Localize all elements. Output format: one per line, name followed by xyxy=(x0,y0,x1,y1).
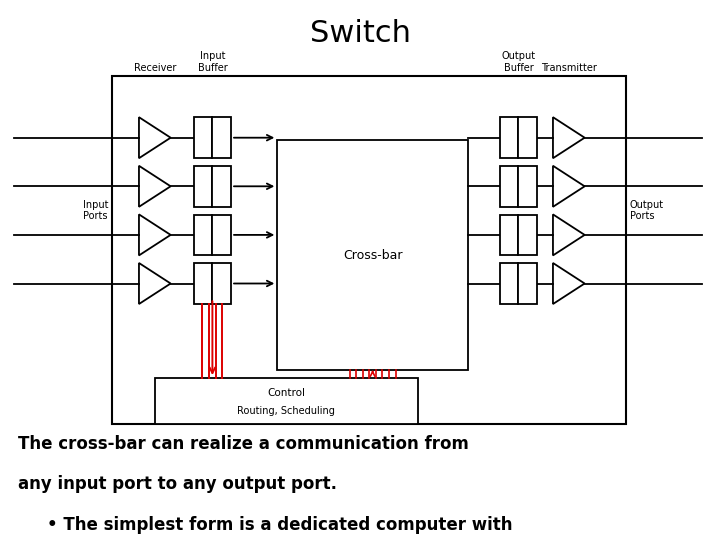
Bar xyxy=(194,263,212,303)
Text: Input
Ports: Input Ports xyxy=(83,200,108,221)
Bar xyxy=(500,263,518,303)
Bar xyxy=(194,166,212,206)
Bar xyxy=(212,215,231,255)
Text: Routing, Scheduling: Routing, Scheduling xyxy=(238,406,335,416)
Bar xyxy=(194,215,212,255)
Bar xyxy=(500,117,518,158)
Bar xyxy=(112,76,626,424)
Bar xyxy=(155,378,418,424)
Text: Output
Buffer: Output Buffer xyxy=(501,51,536,73)
Bar xyxy=(212,166,231,206)
Bar xyxy=(518,263,537,303)
Bar xyxy=(277,140,468,370)
Text: Cross-bar: Cross-bar xyxy=(343,248,402,262)
Bar xyxy=(212,263,231,303)
Text: Transmitter: Transmitter xyxy=(541,63,597,73)
Bar xyxy=(518,166,537,206)
Bar xyxy=(212,117,231,158)
Bar xyxy=(500,166,518,206)
Text: Output
Ports: Output Ports xyxy=(630,200,664,221)
Text: The cross-bar can realize a communication from: The cross-bar can realize a communicatio… xyxy=(18,435,469,453)
Text: • The simplest form is a dedicated computer with: • The simplest form is a dedicated compu… xyxy=(47,516,513,534)
Text: Control: Control xyxy=(267,388,305,398)
Bar xyxy=(500,215,518,255)
Text: any input port to any output port.: any input port to any output port. xyxy=(18,475,337,493)
Text: Switch: Switch xyxy=(310,19,410,48)
Text: Receiver: Receiver xyxy=(134,63,176,73)
Bar xyxy=(194,117,212,158)
Bar xyxy=(518,215,537,255)
Bar xyxy=(518,117,537,158)
Text: Input
Buffer: Input Buffer xyxy=(197,51,228,73)
